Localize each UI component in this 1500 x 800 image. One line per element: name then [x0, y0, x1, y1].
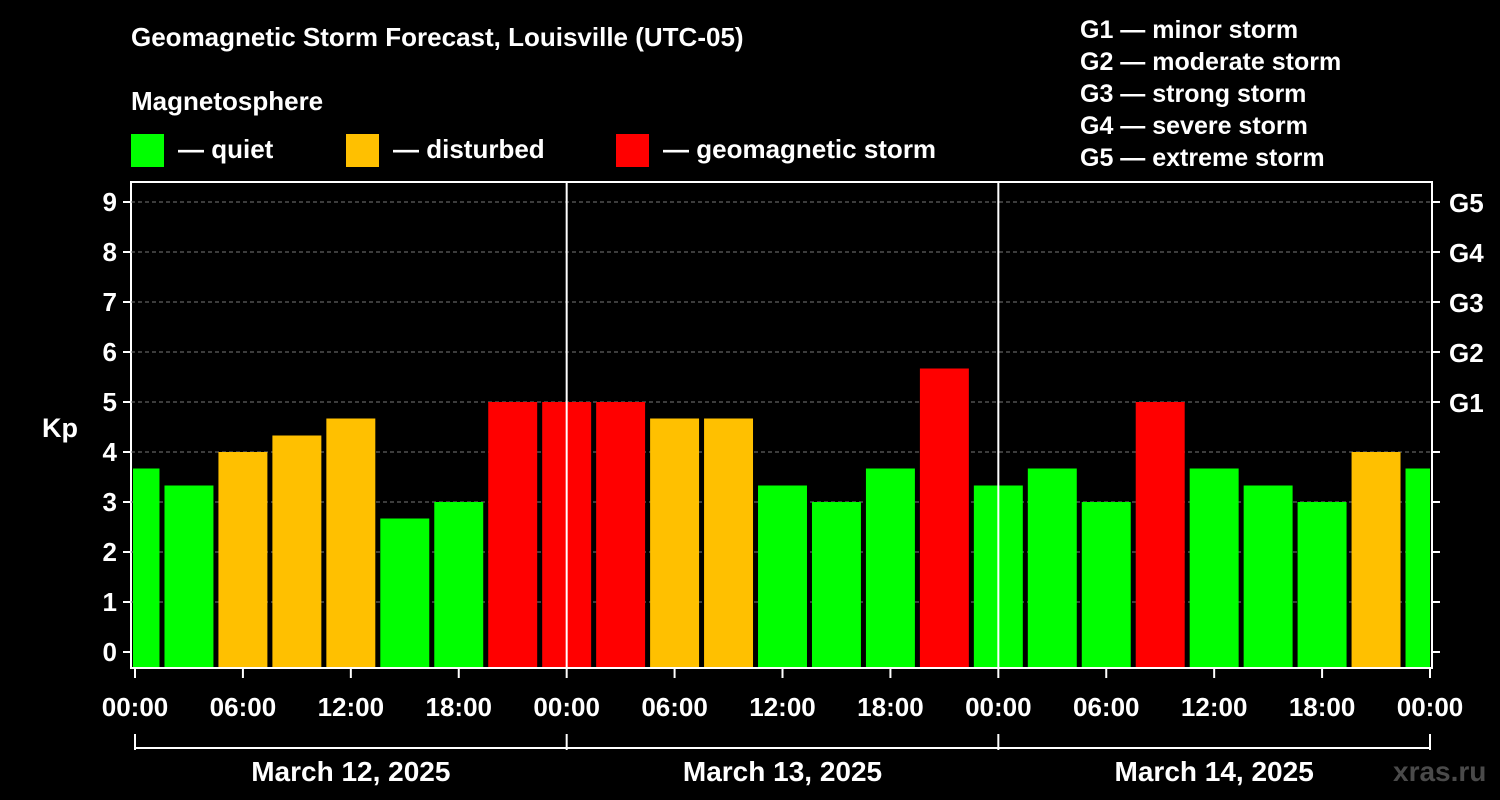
y-tick-label-5: 5	[103, 387, 117, 417]
storm-scale-g5: G5 — extreme storm	[1080, 144, 1325, 172]
y-tick-label-1: 1	[103, 587, 117, 617]
storm-scale-g4: G4 — severe storm	[1080, 112, 1308, 140]
kp-bar-21	[1243, 485, 1293, 667]
x-tick-label-4: 00:00	[533, 692, 600, 722]
x-tick-label-2: 12:00	[318, 692, 385, 722]
y-tick-label-2: 2	[103, 537, 117, 567]
storm-scale-g3: G3 — strong storm	[1080, 80, 1307, 108]
legend-swatch-disturbed	[346, 134, 379, 167]
storm-scale-legend: G1 — minor storm G2 — moderate storm G3 …	[1080, 14, 1341, 174]
right-g-label-g4: G4	[1449, 238, 1484, 268]
kp-bar-3	[272, 435, 322, 667]
kp-bar-5	[380, 518, 430, 667]
kp-bar-18	[1081, 502, 1131, 667]
x-tick-label-6: 12:00	[749, 692, 816, 722]
x-tick-label-12: 00:00	[1397, 692, 1464, 722]
kp-bar-0	[133, 468, 160, 667]
kp-bar-23	[1351, 452, 1401, 667]
right-g-label-g1: G1	[1449, 388, 1484, 418]
legend-swatch-quiet	[131, 134, 164, 167]
kp-bar-6	[434, 502, 484, 667]
legend-swatch-storm	[616, 134, 649, 167]
x-tick-label-7: 18:00	[857, 692, 924, 722]
x-tick-label-5: 06:00	[641, 692, 708, 722]
kp-bar-10	[650, 418, 700, 667]
y-axis-label: Kp	[42, 413, 78, 443]
y-tick-label-0: 0	[103, 637, 117, 667]
kp-bar-22	[1297, 502, 1347, 667]
right-g-label-g3: G3	[1449, 288, 1484, 318]
x-tick-label-9: 06:00	[1073, 692, 1140, 722]
kp-bar-19	[1135, 402, 1185, 667]
x-tick-label-1: 06:00	[210, 692, 277, 722]
x-tick-label-0: 00:00	[102, 692, 169, 722]
kp-bar-1	[164, 485, 214, 667]
kp-bar-12	[758, 485, 807, 667]
right-g-label-g5: G5	[1449, 188, 1484, 218]
y-tick-label-6: 6	[103, 337, 117, 367]
kp-bar-14	[865, 468, 915, 667]
kp-bar-7	[488, 402, 538, 667]
storm-scale-g2: G2 — moderate storm	[1080, 48, 1342, 76]
kp-bar-24	[1405, 468, 1430, 667]
kp-bar-11	[704, 418, 754, 667]
kp-bar-20	[1189, 468, 1239, 667]
kp-bar-4	[326, 418, 376, 667]
kp-bar-15	[919, 368, 969, 667]
y-tick-label-4: 4	[103, 437, 118, 467]
magnetosphere-label: Magnetosphere	[131, 86, 324, 116]
right-g-label-g2: G2	[1449, 338, 1484, 368]
kp-bar-13	[811, 502, 861, 667]
legend-label-disturbed: — disturbed	[393, 134, 545, 164]
y-tick-label-8: 8	[103, 237, 117, 267]
legend-label-storm: — geomagnetic storm	[663, 134, 937, 164]
kp-bar-2	[218, 452, 268, 667]
x-tick-label-11: 18:00	[1289, 692, 1356, 722]
x-tick-label-3: 18:00	[426, 692, 493, 722]
day-label-2: March 14, 2025	[1115, 756, 1314, 787]
day-label-1: March 13, 2025	[683, 756, 882, 787]
x-tick-label-8: 00:00	[965, 692, 1032, 722]
x-tick-label-10: 12:00	[1181, 692, 1248, 722]
kp-bar-17	[1027, 468, 1077, 667]
y-tick-label-7: 7	[103, 287, 117, 317]
kp-bar-9	[596, 402, 646, 667]
legend-label-quiet: — quiet	[178, 134, 274, 164]
chart-title: Geomagnetic Storm Forecast, Louisville (…	[131, 22, 744, 52]
y-tick-label-9: 9	[103, 187, 117, 217]
storm-scale-g1: G1 — minor storm	[1080, 16, 1299, 44]
day-label-0: March 12, 2025	[251, 756, 450, 787]
watermark: xras.ru	[1393, 756, 1487, 787]
y-tick-label-3: 3	[103, 487, 117, 517]
